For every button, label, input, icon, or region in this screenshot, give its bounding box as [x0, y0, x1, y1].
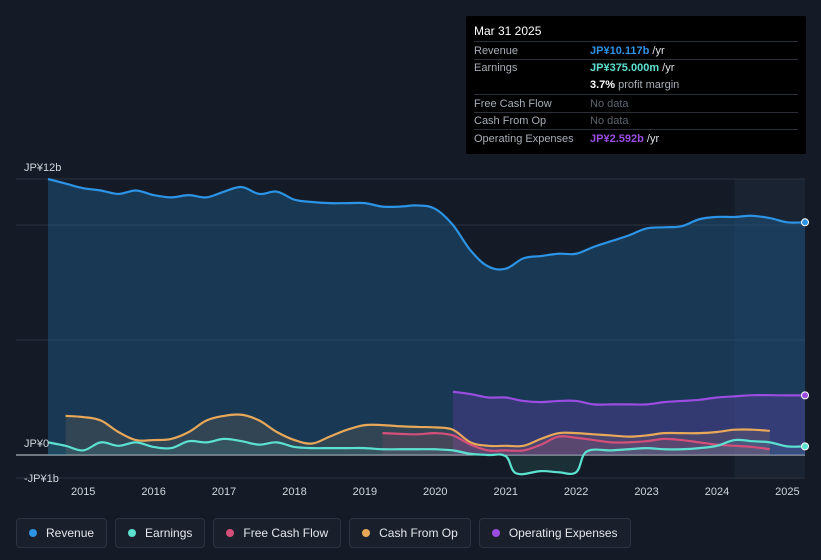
profit-margin-value: 3.7% — [590, 79, 616, 91]
legend-item-free-cash-flow[interactable]: Free Cash Flow — [213, 518, 342, 548]
tooltip-value: JP¥10.117b — [590, 44, 650, 57]
x-tick-label: 2016 — [141, 486, 165, 498]
tooltip-label: Operating Expenses — [474, 132, 574, 145]
tooltip-value: JP¥2.592b — [590, 132, 644, 145]
y-tick-label: JP¥12b — [24, 162, 61, 174]
x-tick-label: 2025 — [775, 486, 799, 498]
x-tick-label: 2021 — [493, 486, 517, 498]
legend-dot-icon — [128, 529, 137, 537]
legend-label: Earnings — [145, 526, 193, 540]
tooltip-value: No data — [590, 97, 629, 110]
chart-lines — [47, 177, 806, 476]
chart-end-dots — [801, 218, 809, 451]
tooltip-label: Earnings — [474, 62, 518, 74]
tooltip-row-revenue: Revenue JP¥10.117b /yr — [474, 41, 798, 59]
legend-item-earnings[interactable]: Earnings — [115, 518, 206, 548]
tooltip-value: No data — [590, 115, 629, 127]
area-earnings — [48, 438, 805, 475]
legend-item-operating-expenses[interactable]: Operating Expenses — [478, 518, 631, 548]
legend-label: Free Cash Flow — [243, 526, 329, 540]
tooltip-label: Revenue — [474, 44, 519, 57]
legend-dot-icon — [491, 529, 500, 537]
legend-label: Operating Expenses — [508, 526, 618, 540]
endpoint-dot-revenue — [801, 218, 809, 227]
area-revenue — [48, 179, 805, 455]
series-line-cash-from-op — [65, 413, 770, 448]
tooltip-date: Mar 31 2025 — [474, 24, 542, 38]
y-tick-label: JP¥0 — [24, 438, 49, 450]
y-axis-labels: JP¥12b JP¥0 -JP¥1b — [24, 162, 61, 485]
legend-label: Revenue — [46, 526, 95, 540]
series-line-operating-expenses — [452, 390, 806, 406]
x-tick-label: 2015 — [71, 486, 95, 498]
x-tick-label: 2022 — [564, 486, 588, 498]
tooltip-panel: Mar 31 2025 Revenue JP¥10.117b /yr Earni… — [466, 16, 806, 154]
profit-margin-label: profit margin — [615, 79, 680, 91]
legend-dot-icon — [29, 529, 37, 537]
series-line-free-cash-flow — [382, 432, 770, 452]
tooltip-row-operating-expenses: Operating Expenses JP¥2.592b /yr — [474, 129, 798, 147]
legend-item-revenue[interactable]: Revenue — [16, 518, 108, 548]
endpoint-dot-earnings — [801, 442, 809, 451]
tooltip-row-earnings: Earnings JP¥375.000m /yr 3.7% profit mar… — [474, 58, 798, 95]
legend-dot-icon — [362, 529, 371, 537]
x-tick-label: 2023 — [634, 486, 658, 498]
chart-legend: Revenue Earnings Free Cash Flow Cash Fro… — [16, 518, 631, 548]
series-line-earnings — [47, 437, 806, 476]
financial-chart: JP¥12b JP¥0 -JP¥1b 2015 2016 2017 2018 2019 202… — [16, 162, 809, 498]
legend-label: Cash From Op — [379, 526, 458, 540]
x-tick-label: 2020 — [423, 486, 447, 498]
tooltip-suffix: /yr — [649, 44, 665, 57]
tooltip-row-free-cash-flow: Free Cash Flow No data — [474, 94, 798, 112]
y-tick-label: -JP¥1b — [24, 473, 59, 485]
endpoint-dot-operating-expenses — [801, 391, 809, 400]
tooltip-suffix: /yr — [643, 132, 660, 145]
series-line-revenue — [47, 177, 806, 271]
tooltip-label: Cash From Op — [474, 115, 547, 127]
x-tick-label: 2017 — [212, 486, 236, 498]
tooltip-suffix: /yr — [659, 62, 675, 74]
x-tick-label: 2024 — [705, 486, 729, 498]
tooltip-label: Free Cash Flow — [474, 97, 552, 110]
legend-item-cash-from-op[interactable]: Cash From Op — [349, 518, 471, 548]
legend-dot-icon — [226, 529, 235, 537]
tooltip-value: JP¥375.000m — [590, 62, 660, 74]
x-axis-labels: 2015 2016 2017 2018 2019 2020 2021 2022 2023 2024… — [71, 486, 800, 498]
x-tick-label: 2019 — [353, 486, 377, 498]
x-tick-label: 2018 — [282, 486, 306, 498]
tooltip-row-cash-from-op: Cash From Op No data — [474, 111, 798, 130]
